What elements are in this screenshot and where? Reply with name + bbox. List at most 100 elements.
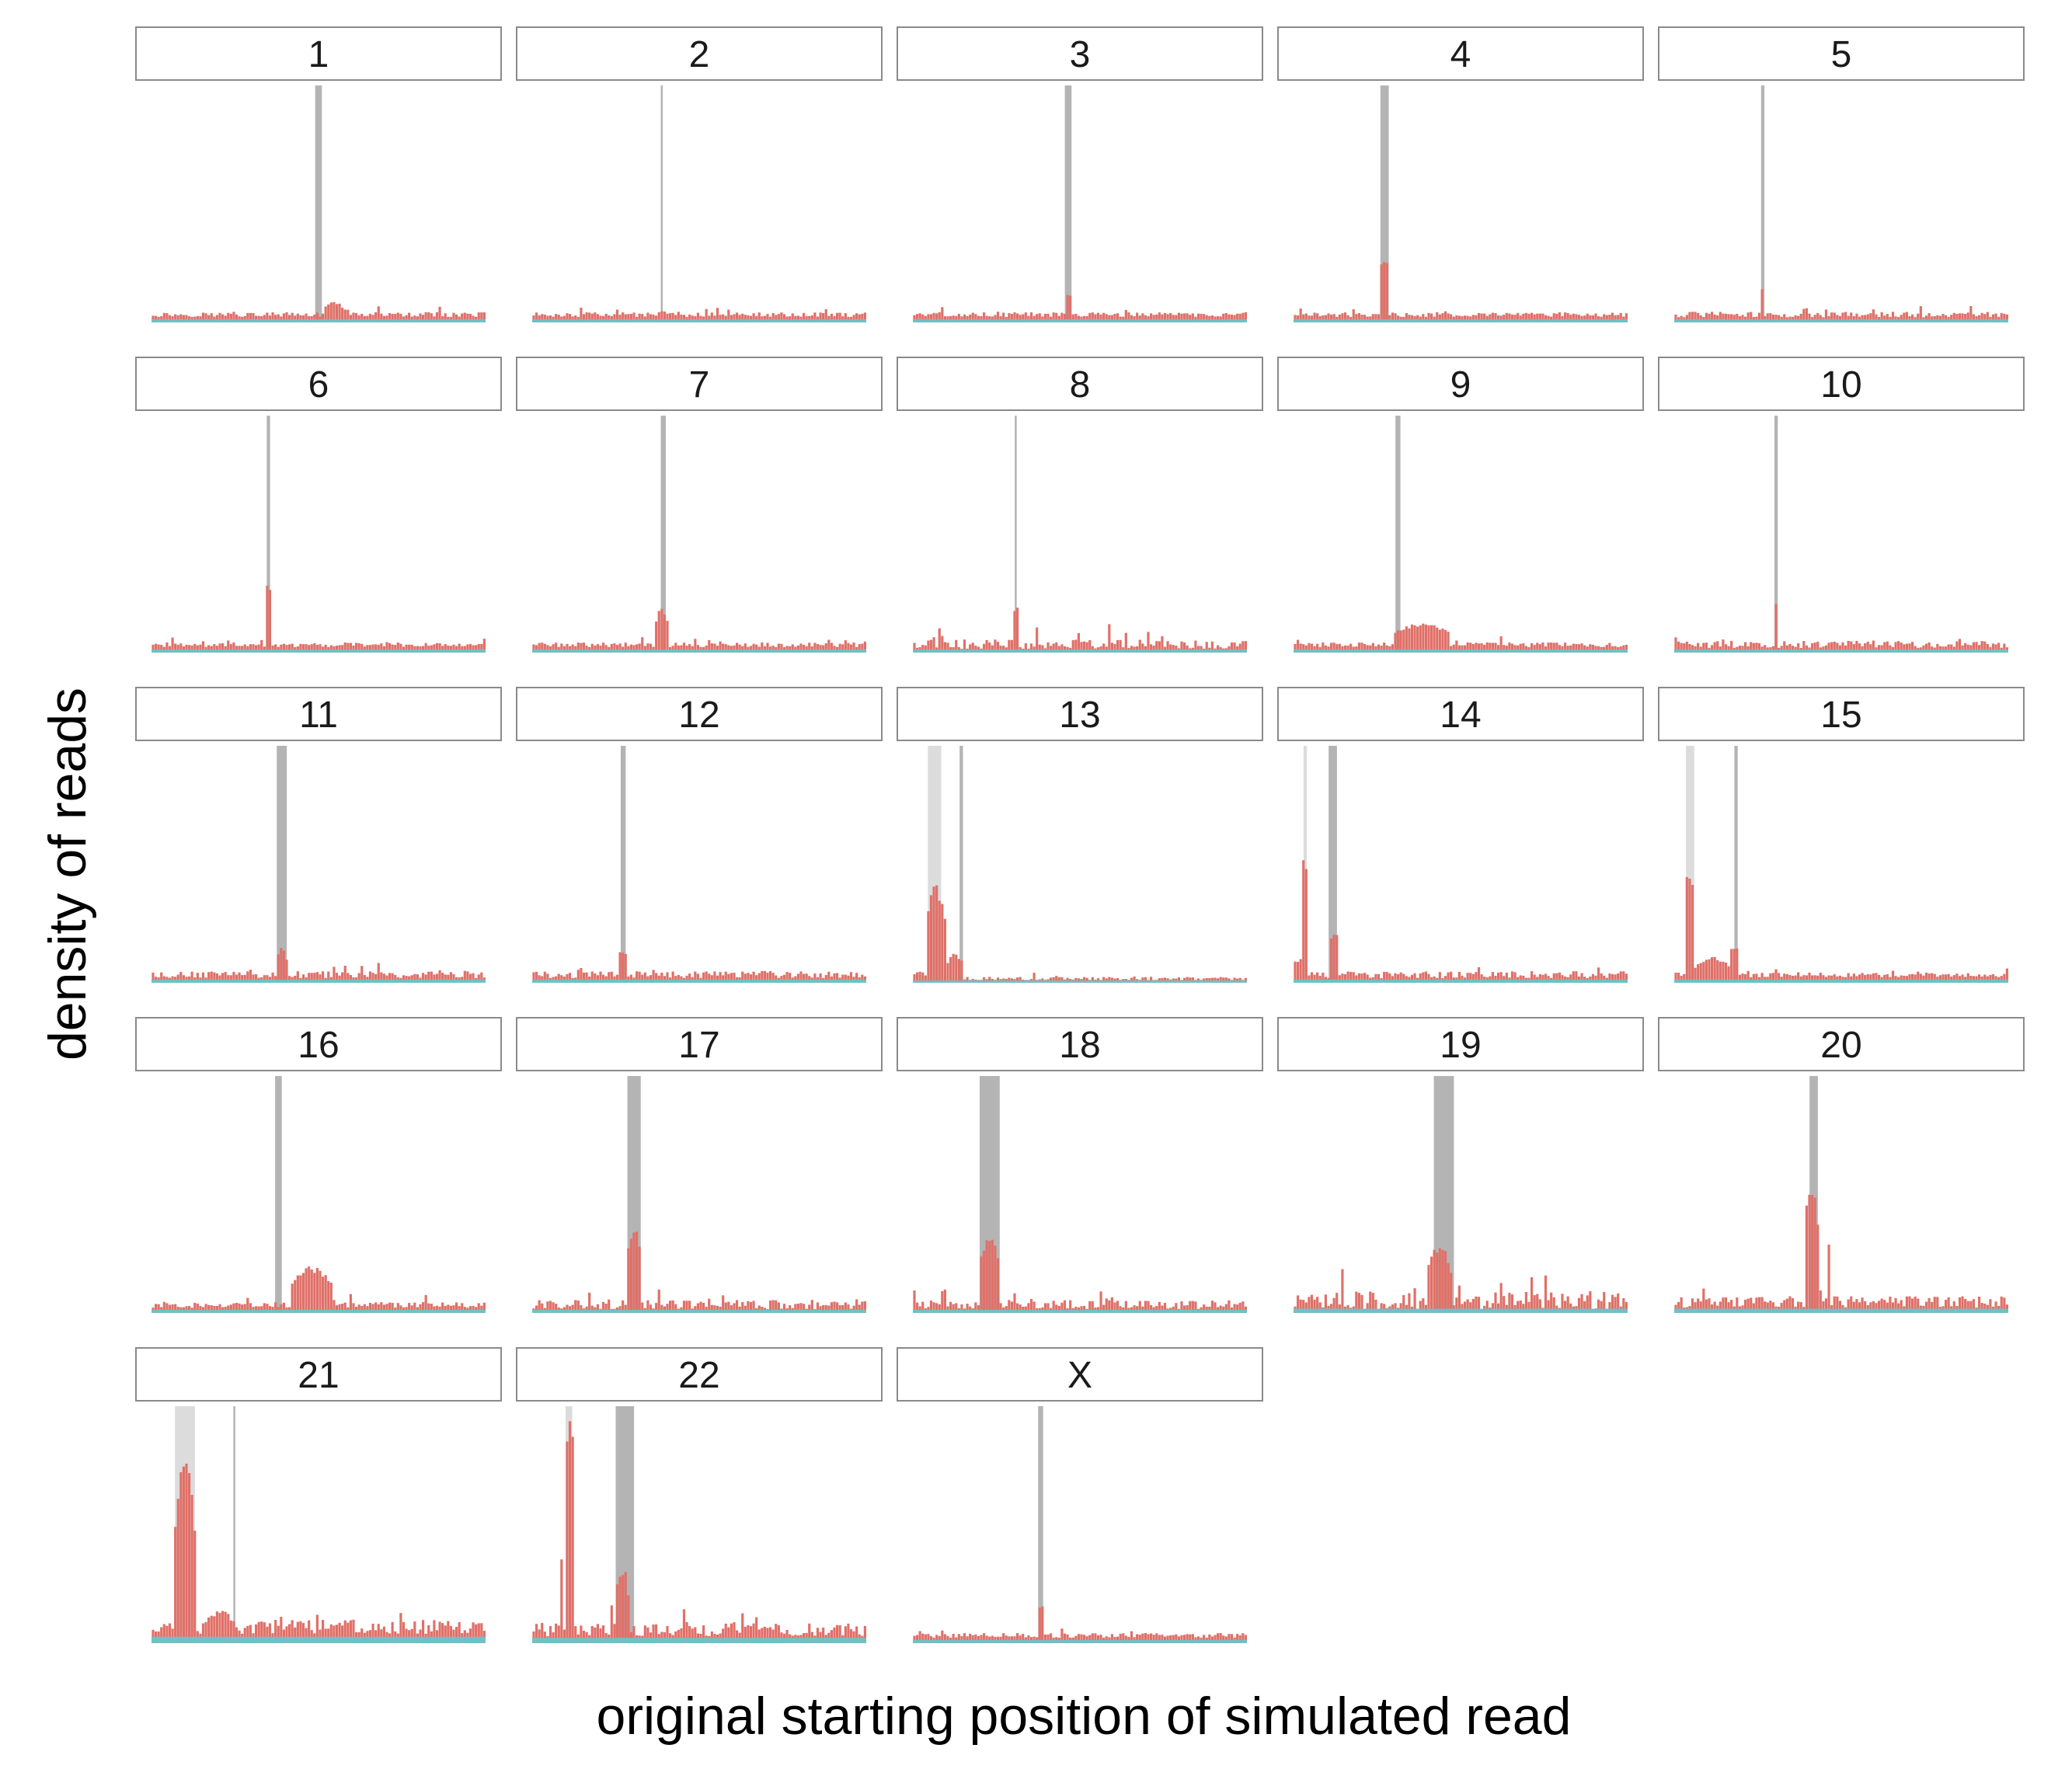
histogram-bar [1316,1297,1319,1313]
histogram-bar [1608,315,1611,322]
histogram-bar [1861,1297,1864,1313]
histogram-bar [1302,1300,1305,1313]
histogram-bar [1989,974,1992,983]
histogram-bar [1499,972,1503,983]
histogram-bar [1357,313,1360,322]
histogram-bar [1430,1256,1433,1313]
histogram-bar [1355,1291,1358,1313]
histogram-bar [590,1305,594,1313]
histogram-bar [538,975,541,983]
histogram-bar [1736,313,1739,322]
histogram-bar [1836,642,1839,653]
histogram-bar [1180,1635,1183,1643]
histogram-bar [1313,1299,1316,1313]
histogram-bar [1441,629,1444,653]
histogram-bar [548,1626,552,1643]
histogram-bar [338,1622,341,1643]
histogram-bar [1994,976,1997,983]
histogram-bar [969,1306,972,1313]
histogram-bar [1510,971,1514,983]
histogram-bar [996,642,1000,653]
histogram-bar [468,1306,472,1313]
histogram-bar [1219,977,1222,983]
histogram-bar [682,1609,686,1643]
histogram-bar [1410,624,1414,653]
histogram-bar [315,972,319,983]
histogram-bar [743,1305,747,1313]
histogram-bar [1908,974,1911,983]
histogram-bar [319,1629,322,1643]
histogram-bar [1236,1634,1239,1643]
histogram-bar [224,315,227,322]
histogram-bar [1316,313,1319,322]
centromere-region [1329,746,1337,983]
histogram-bar [335,1305,339,1313]
histogram-bar [1385,972,1388,983]
histogram-bar [1919,973,1922,983]
histogram-bar [929,314,933,322]
histogram-bar [1469,1302,1472,1313]
histogram-bar [315,645,319,653]
histogram-bar [532,972,535,983]
histogram-bar [321,1276,325,1313]
histogram-bar [1130,1631,1134,1643]
histogram-bar [652,314,655,322]
histogram-bar [1180,641,1183,653]
histogram-bar [179,643,183,653]
background-density [151,319,486,322]
histogram-bar [838,312,841,322]
histogram-bar [299,1275,302,1313]
histogram-bar [819,973,822,983]
centromere-region [1760,85,1765,322]
histogram-bar [424,1294,427,1313]
histogram-bar [1591,315,1594,322]
histogram-bar [1238,977,1241,983]
histogram-bar [1508,642,1511,653]
histogram-bar [254,974,258,983]
histogram-bar [1186,645,1189,653]
facet-strip-label: 13 [1059,695,1100,736]
histogram-bar [1614,1297,1617,1313]
histogram-bar [543,1631,546,1643]
histogram-bar [2003,973,2006,983]
histogram-bar [1699,963,1702,983]
histogram-bar [1116,1636,1120,1643]
histogram-bar [235,1302,239,1313]
histogram-bar [819,1631,822,1643]
histogram-bar [1503,1296,1506,1313]
histogram-bar [185,1306,188,1313]
histogram-bar [1155,641,1158,653]
histogram-bar [382,315,385,322]
shaded-region [1303,746,1308,983]
histogram-bar [1194,1301,1197,1313]
histogram-bar [282,950,285,983]
histogram-bar [1917,971,1920,983]
histogram-bar [377,963,380,983]
histogram-bar [844,640,847,653]
histogram-bar [1130,646,1134,653]
histogram-bar [1436,1252,1439,1313]
histogram-bar [215,1306,218,1313]
histogram-bar [1175,1303,1178,1313]
histogram-bar [1608,973,1611,983]
histogram-bar [335,973,339,983]
histogram-bar [416,646,419,653]
histogram-bar [207,1618,211,1643]
facet-strip [135,26,502,81]
histogram-bar [1369,1291,1372,1313]
histogram-bar [1405,312,1408,322]
histogram-bar [1088,1301,1092,1313]
histogram-bar [1517,312,1520,322]
histogram-bar [444,1625,447,1643]
histogram-bar [1010,314,1013,322]
histogram-bar [1304,645,1308,653]
histogram-bar [1015,608,1019,653]
histogram-bar [1743,1299,1747,1313]
histogram-bar [858,314,861,322]
histogram-bar [985,1240,988,1313]
histogram-bar [380,1629,383,1643]
histogram-bar [1563,642,1567,653]
histogram-bar [1338,643,1341,653]
histogram-bar [1346,645,1349,653]
histogram-bar [1958,976,1962,983]
